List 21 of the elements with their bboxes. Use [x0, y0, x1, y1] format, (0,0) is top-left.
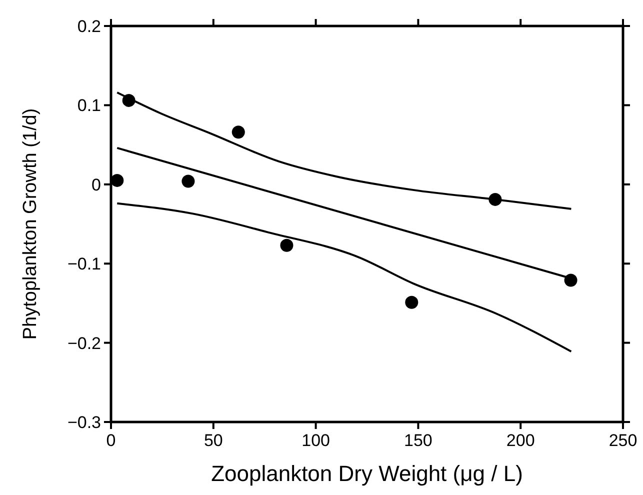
y-tick-label: 0 [92, 175, 101, 194]
y-tick-label: 0.2 [77, 16, 101, 36]
y-tick-label: 0.1 [77, 96, 101, 116]
x-tick-label: 50 [204, 431, 223, 450]
point [232, 126, 245, 139]
x-axis-title: Zooplankton Dry Weight (μg / L) [211, 461, 523, 486]
point [405, 296, 418, 309]
point [280, 238, 294, 252]
y-tick-label: −0.2 [67, 334, 101, 353]
x-tick-label: 100 [302, 431, 330, 450]
x-tick-label: 250 [608, 431, 638, 450]
y-tick-label: −0.1 [67, 254, 101, 274]
point [110, 174, 124, 187]
line-series [116, 202, 572, 353]
line-series [116, 92, 572, 210]
x-tick-label: 0 [106, 431, 116, 450]
y-tick-label: −0.3 [67, 412, 101, 432]
point [182, 174, 195, 188]
x-tick-label: 150 [404, 431, 432, 450]
y-axis-title: Phytoplankton Growth (1/d) [20, 108, 41, 340]
x-tick-label: 200 [506, 431, 535, 450]
